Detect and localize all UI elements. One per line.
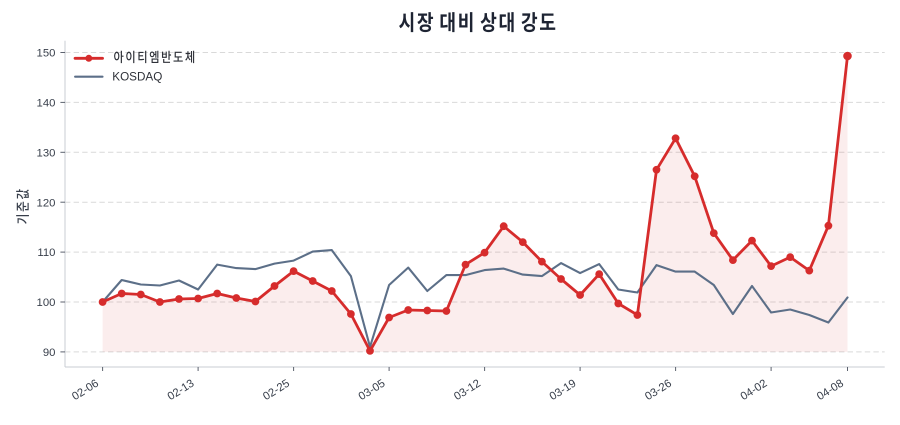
svg-text:130: 130 <box>37 147 56 159</box>
svg-text:90: 90 <box>43 347 56 359</box>
svg-text:110: 110 <box>37 247 55 259</box>
svg-text:KOSDAQ: KOSDAQ <box>112 70 162 83</box>
svg-text:150: 150 <box>37 48 56 60</box>
svg-text:140: 140 <box>37 98 56 110</box>
svg-text:120: 120 <box>37 197 56 209</box>
svg-text:100: 100 <box>37 297 56 309</box>
